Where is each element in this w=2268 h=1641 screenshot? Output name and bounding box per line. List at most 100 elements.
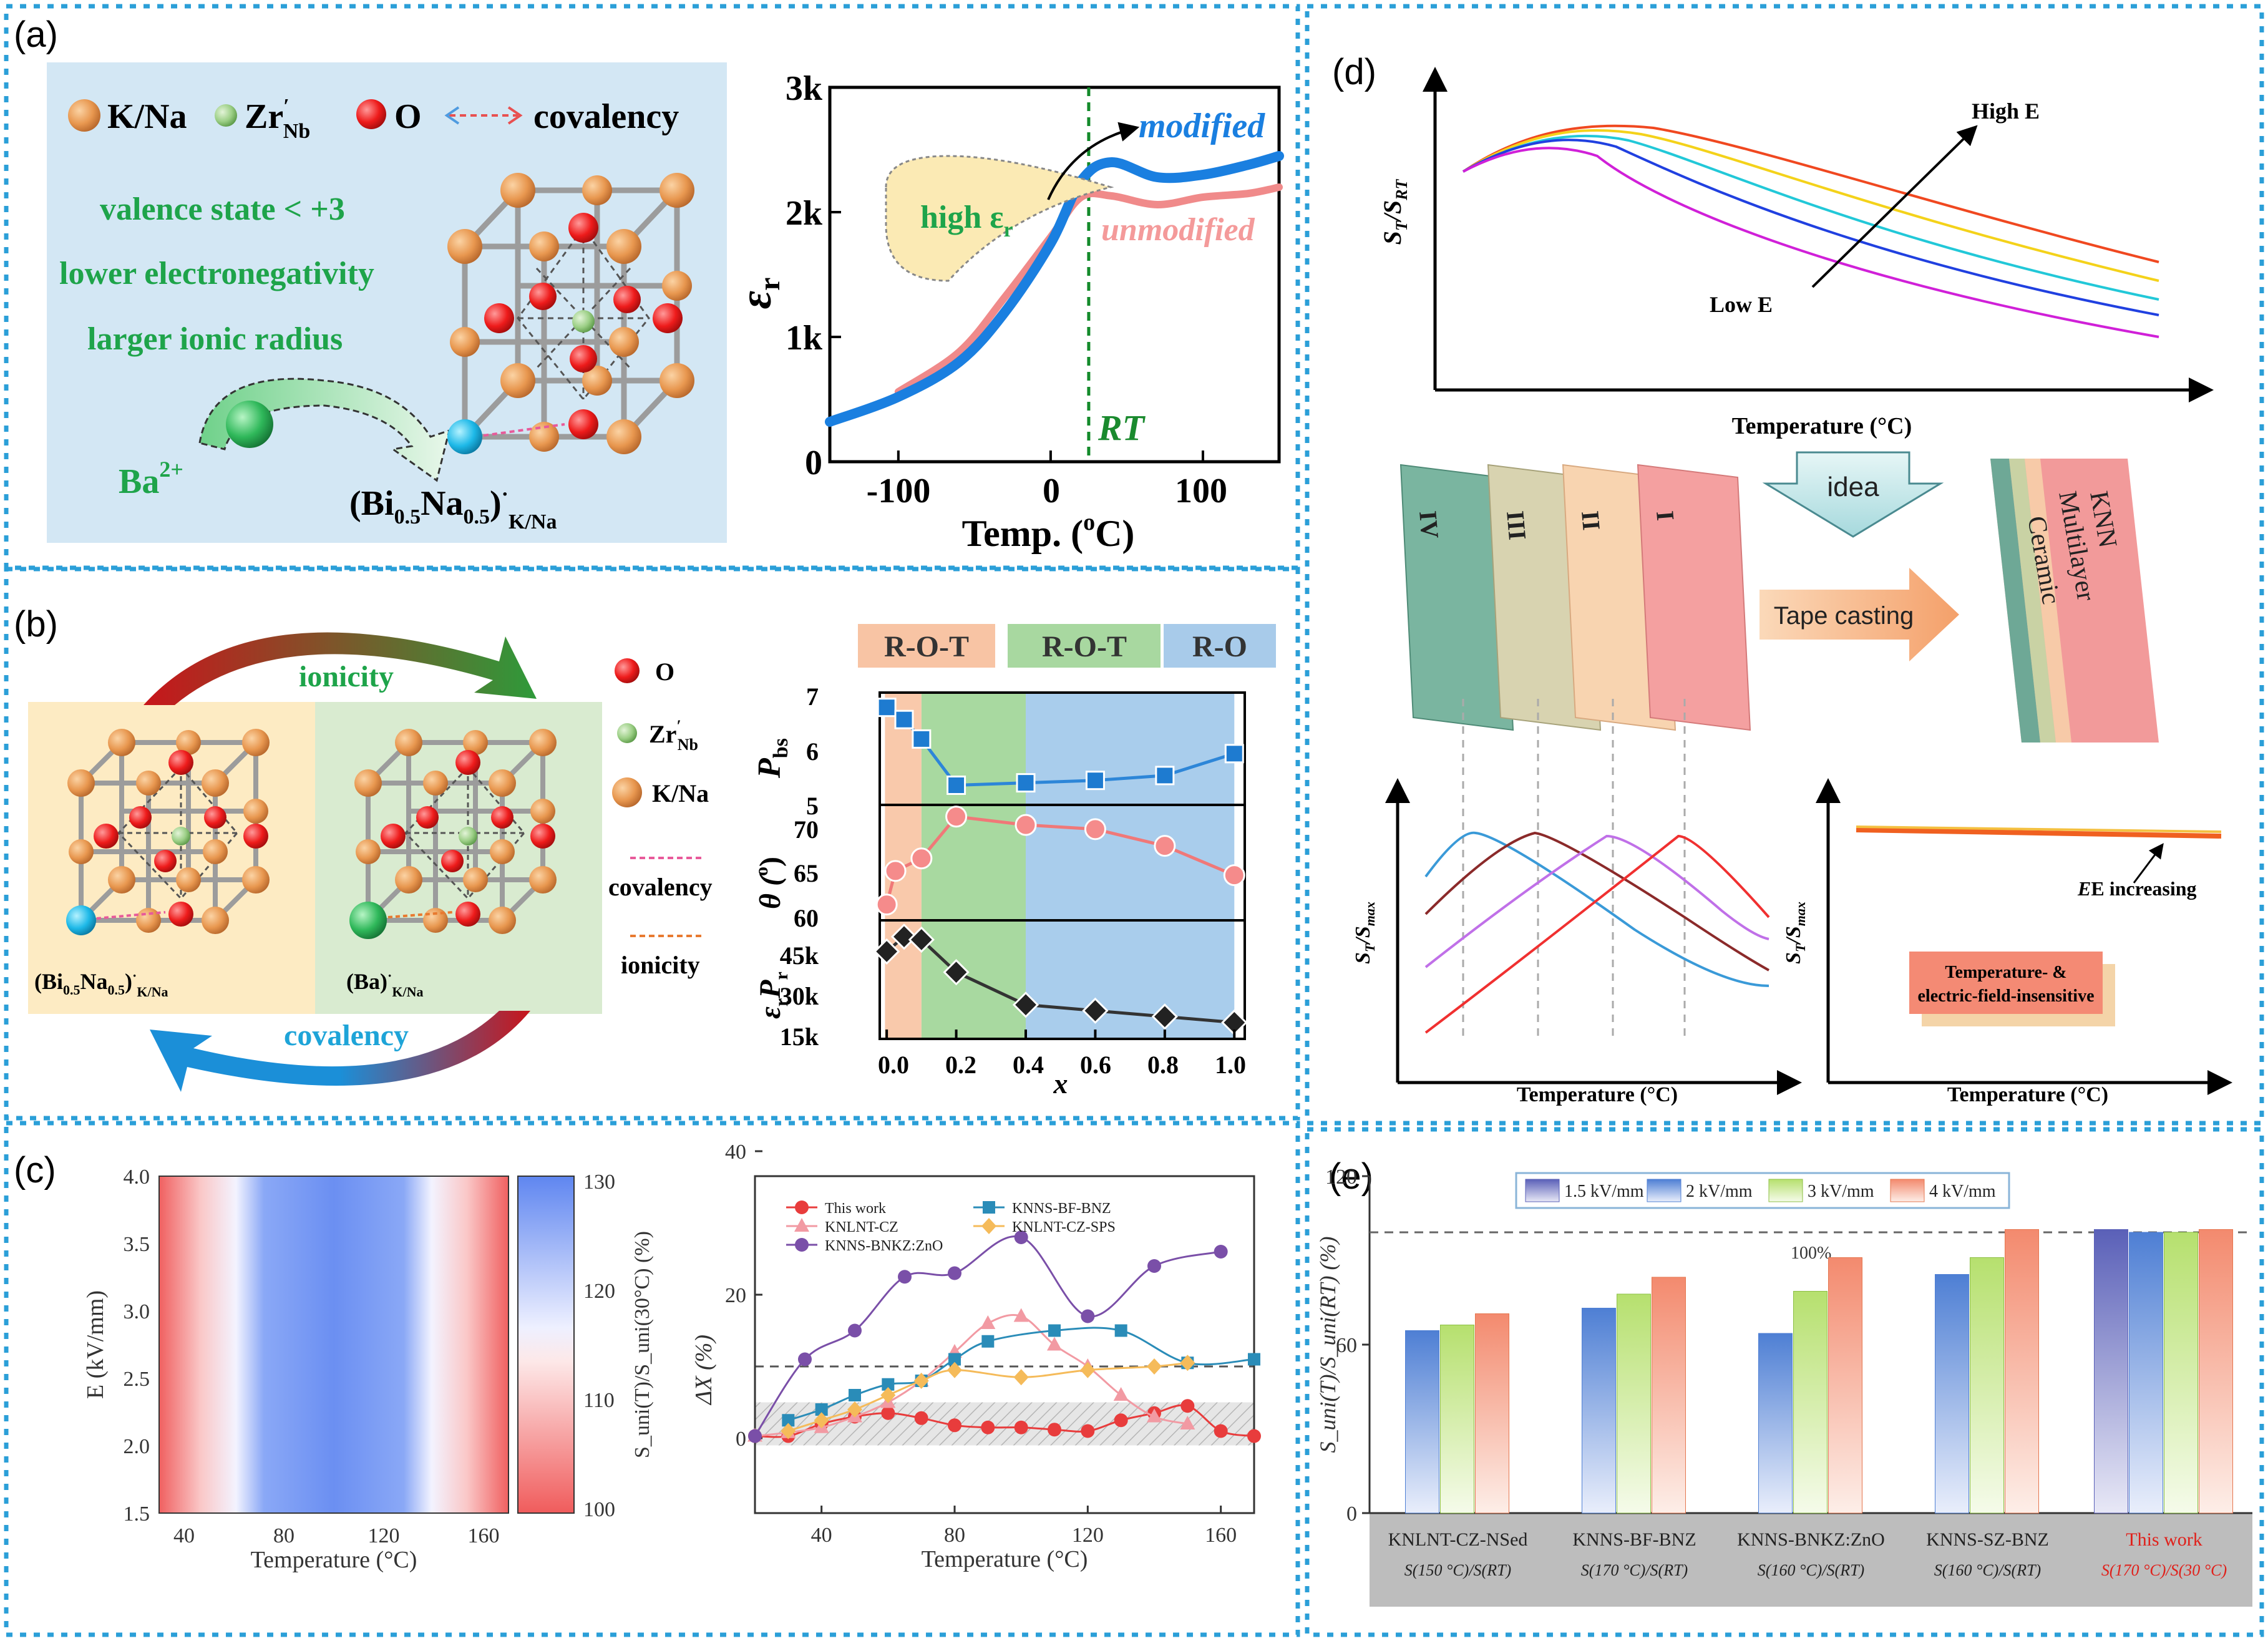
e-bar-3-1 xyxy=(1935,1274,1969,1514)
covalency-arrow-b-icon xyxy=(150,1011,530,1092)
c-legend-marker-0 xyxy=(795,1200,809,1214)
bina-site-label: (Bi0.5Na0.5)·K/Na xyxy=(349,483,557,533)
e-cat-name-0: KNLNT-CZ-NSed xyxy=(1388,1529,1528,1550)
idea-arrow-icon xyxy=(1762,451,1944,538)
e-ref-label: 100% xyxy=(1791,1244,1831,1263)
e-legend-label-0: 1.5 kV/mm xyxy=(1564,1182,1644,1201)
b-theta-tick-0: 60 xyxy=(794,904,819,932)
b-erpr-tick-1: 30k xyxy=(780,982,819,1010)
c-series-1-point-8 xyxy=(1013,1308,1029,1322)
tape-casting-arrow-icon xyxy=(1759,568,1959,661)
chart-d-bl xyxy=(1385,778,1802,1095)
legend-o: O xyxy=(394,97,422,136)
c-ytick-0: 1.5 xyxy=(124,1502,150,1526)
c-series-0-point-15 xyxy=(1247,1429,1261,1443)
b-xtick-3: 0.6 xyxy=(1080,1051,1111,1079)
b-erpr-point-3 xyxy=(943,959,970,986)
c-series-line-1 xyxy=(754,1314,1188,1438)
b-kna-atom-icon xyxy=(612,777,642,807)
c-legend-label-0: This work xyxy=(825,1200,886,1217)
perovskite-cell-b1 xyxy=(66,729,270,935)
a-xtick-2: 100 xyxy=(1175,472,1227,510)
e-ylabel: S_uni(T)/S_uni(RT) (%) xyxy=(1315,1237,1340,1453)
e-bar-0-3 xyxy=(1475,1313,1509,1514)
b-xtick-4: 0.8 xyxy=(1147,1051,1179,1079)
legend-covalency: covalency xyxy=(533,97,679,136)
phase-label-1: R-O-T xyxy=(884,630,969,663)
c-series-0-point-8 xyxy=(1014,1420,1028,1434)
perovskite-cell-a xyxy=(447,173,694,454)
layer-iv xyxy=(1399,464,1514,731)
b-band-b0 xyxy=(1026,693,1235,805)
panel-b-label: (b) xyxy=(14,604,58,645)
b-theta-tick-1: 65 xyxy=(794,859,819,887)
layer-label-iii: III xyxy=(1501,510,1532,541)
c-series-2-point-10 xyxy=(1248,1353,1260,1366)
chart-a-permittivity xyxy=(825,85,1284,464)
c-series-0-point-4 xyxy=(881,1406,895,1420)
e-direction-arrow-icon xyxy=(1811,125,1978,288)
c-series-4-point-4 xyxy=(948,1266,961,1280)
layer-label-i: I xyxy=(1651,510,1680,522)
b-theta-tick-2: 70 xyxy=(794,816,819,844)
prop-electronegativity: lower electronegativity xyxy=(59,256,374,291)
e-cat-name-1: KNNS-BF-BNZ xyxy=(1572,1529,1696,1550)
e-increasing-arrow-icon xyxy=(2133,843,2164,884)
c-series-3-point-7 xyxy=(1080,1361,1096,1378)
c-series-2-point-8 xyxy=(1114,1324,1127,1337)
frame-b xyxy=(4,567,1300,1121)
e-cat-sub-0: S(150 °C)/S(RT) xyxy=(1404,1561,1511,1579)
e-legend-swatch-3 xyxy=(1890,1179,1925,1202)
b-erpr-point-1 xyxy=(890,923,918,950)
c-series-4-point-0 xyxy=(748,1429,762,1443)
panel-a-label: (a) xyxy=(14,14,58,55)
e-bar-4-0 xyxy=(2094,1229,2128,1514)
b-pbs-point-7 xyxy=(1224,744,1244,764)
c-legend-label-2: KNNS-BF-BNZ xyxy=(1012,1200,1111,1217)
b-legend-covalency: covalency xyxy=(608,873,713,901)
a-ylabel: εr xyxy=(731,278,786,309)
b-pbs-point-2 xyxy=(912,729,932,749)
a-ytick-3: 3k xyxy=(786,69,823,108)
c-legend-label-1: KNLNT-CZ xyxy=(825,1219,898,1235)
layer-i xyxy=(1637,464,1751,731)
c-legend-label-4: KNNS-BNKZ:ZnO xyxy=(825,1238,943,1254)
b-erpr-point-4 xyxy=(1012,991,1039,1018)
colorbar xyxy=(517,1176,575,1514)
c-series-4-point-1 xyxy=(798,1352,812,1366)
c-band xyxy=(755,1402,1254,1446)
b-covalency-label: covalency xyxy=(284,1019,409,1052)
b-theta-point-7 xyxy=(1223,864,1245,887)
b-pbs-point-3 xyxy=(947,776,966,795)
c-ylabel: ΔX (%) xyxy=(691,1335,717,1406)
e-cat-name-2: KNNS-BNKZ:ZnO xyxy=(1737,1529,1885,1550)
c-series-3-point-0 xyxy=(781,1423,796,1439)
phase-label-2: R-O-T xyxy=(1042,630,1127,663)
b-legend-zr: Zr′ Nb xyxy=(649,717,698,754)
b-theta-point-1 xyxy=(884,860,907,882)
b-xtick-0: 0.0 xyxy=(878,1051,909,1079)
a-ytick-2: 2k xyxy=(786,194,823,233)
c-xtick-label-1: 80 xyxy=(944,1524,965,1547)
a-rt-label: RT xyxy=(1097,407,1146,448)
b-pbs-point-5 xyxy=(1085,771,1105,791)
b-theta-point-3 xyxy=(945,806,968,828)
e-legend-swatch-0 xyxy=(1525,1179,1560,1202)
c-xtick-label-0: 40 xyxy=(811,1524,832,1547)
c-xlabel: Temperature (°C) xyxy=(922,1546,1088,1572)
c-xtick-3: 160 xyxy=(468,1524,500,1547)
b-site2-label: (Ba)·K/Na xyxy=(346,968,423,1000)
chart-a-yticks: 0 1k 2k 3k xyxy=(786,69,823,482)
c-series-0-point-6 xyxy=(948,1418,961,1433)
c-series-2-point-5 xyxy=(948,1353,961,1366)
phase-box-1 xyxy=(858,624,995,668)
e-category-strip xyxy=(1370,1513,2252,1607)
modified-arrow-icon xyxy=(1047,122,1140,200)
e-bar-1-1 xyxy=(1582,1308,1616,1514)
b-site1-label: (Bi0.5Na0.5)·K/Na xyxy=(34,968,168,1000)
c-series-4-point-2 xyxy=(848,1323,862,1338)
heatmap xyxy=(158,1176,509,1514)
prop-valence: valence state < +3 xyxy=(100,192,345,227)
c-ytick-2: 2.5 xyxy=(124,1368,150,1391)
